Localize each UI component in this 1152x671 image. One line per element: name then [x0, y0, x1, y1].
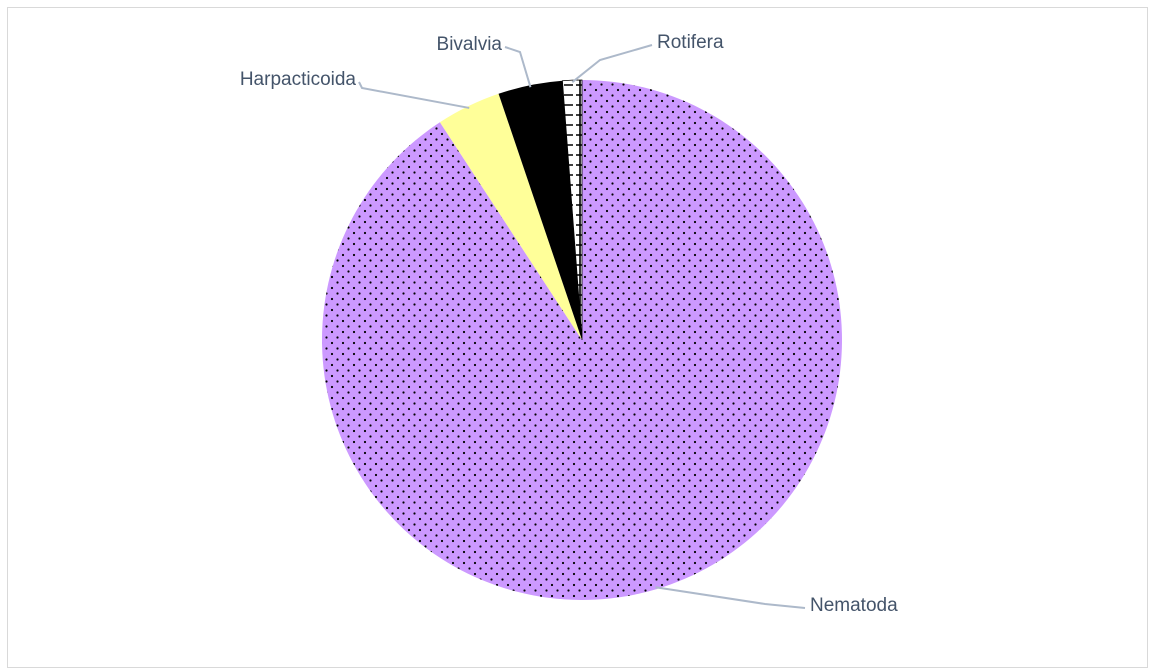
pie-slice: [561, 79, 583, 341]
slice-label: Bivalvia: [437, 34, 503, 55]
leader-line: [655, 586, 806, 609]
leader-line: [504, 46, 532, 88]
slice-label: Rotifera: [657, 32, 724, 53]
leader-line: [571, 44, 653, 83]
pie-slice: [439, 93, 582, 340]
slice-label: Harpacticoida: [240, 69, 357, 90]
slice-label: Nematoda: [810, 595, 898, 616]
pie-slice: [498, 80, 582, 341]
leader-line: [358, 81, 470, 109]
